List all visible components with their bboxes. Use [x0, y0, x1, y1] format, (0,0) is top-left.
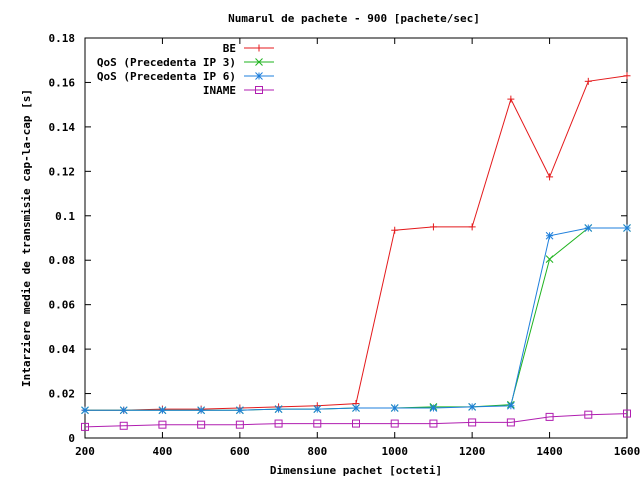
series-line: [85, 227, 627, 411]
legend-marker: [255, 86, 263, 94]
data-point: [584, 410, 593, 419]
data-point: [274, 419, 283, 428]
data-point: [468, 223, 476, 231]
data-point: [235, 420, 244, 429]
data-point: [468, 403, 476, 411]
series-3: [81, 224, 631, 415]
series-line: [85, 75, 628, 411]
y-tick-label: 0.14: [49, 121, 76, 134]
legend-label: QoS (Precedenta IP 6): [97, 70, 236, 83]
x-tick-label: 1600: [614, 445, 640, 458]
data-point: [313, 419, 322, 428]
series-layer: [81, 72, 631, 431]
data-point: [429, 404, 438, 412]
x-tick-label: 600: [230, 445, 250, 458]
data-point: [584, 77, 592, 85]
y-tick-label: 0.02: [49, 388, 76, 401]
data-point: [81, 422, 89, 431]
data-point: [81, 406, 89, 415]
data-point: [197, 406, 205, 415]
data-point: [468, 418, 477, 427]
y-tick-label: 0.08: [49, 254, 76, 267]
y-tick-label: 0.18: [49, 32, 76, 45]
data-point: [119, 421, 128, 430]
series-4: [81, 409, 631, 431]
chart-title: Numarul de pachete - 900 [pachete/sec]: [228, 12, 480, 25]
data-point: [313, 405, 322, 413]
data-point: [158, 406, 167, 415]
y-tick-label: 0.16: [49, 76, 76, 89]
data-point: [197, 420, 206, 429]
data-point: [507, 401, 515, 410]
data-point: [119, 406, 128, 415]
legend-label: QoS (Precedenta IP 3): [97, 56, 236, 69]
data-point: [545, 231, 554, 240]
legend-label: INAME: [203, 84, 236, 97]
y-tick-label: 0.1: [55, 210, 75, 223]
legend-marker: [255, 72, 263, 80]
x-tick-label: 1200: [459, 445, 486, 458]
x-tick-label: 1000: [381, 445, 408, 458]
x-tick-label: 800: [307, 445, 327, 458]
legend-label: BE: [223, 42, 236, 55]
data-point: [390, 404, 399, 412]
data-point: [390, 419, 399, 428]
x-axis-label: Dimensiune pachet [octeti]: [270, 464, 442, 477]
data-point: [158, 420, 167, 429]
y-axis: 0 0.02 0.04 0.06 0.08 0.1 0.12 0.14 0.16 0.18: [49, 32, 627, 445]
x-tick-label: 400: [152, 445, 172, 458]
data-point: [545, 255, 554, 263]
data-point: [352, 404, 360, 412]
y-tick-label: 0.04: [49, 343, 76, 356]
data-point: [584, 224, 593, 232]
series-line: [85, 227, 627, 411]
x-axis: 200 400 600 800 1000 1200 1400 1600: [75, 38, 640, 458]
y-tick-label: 0.12: [49, 165, 76, 178]
data-point: [391, 226, 399, 234]
legend-marker: [255, 58, 263, 66]
x-tick-label: 200: [75, 445, 95, 458]
data-point: [274, 405, 283, 413]
data-point: [545, 412, 554, 421]
x-tick-label: 1400: [536, 445, 563, 458]
data-point: [429, 223, 437, 231]
data-point: [352, 419, 360, 428]
y-tick-label: 0: [68, 432, 75, 445]
y-axis-label: Intarziere medie de transmisie cap-la-ca…: [20, 89, 33, 387]
series-line: [84, 413, 628, 428]
data-point: [623, 224, 631, 232]
data-point: [546, 173, 554, 181]
legend-marker: [255, 44, 263, 52]
data-point: [507, 95, 515, 103]
data-point: [623, 409, 631, 418]
data-point: [506, 418, 515, 427]
data-point: [236, 406, 244, 415]
data-point: [623, 72, 631, 80]
y-tick-label: 0.06: [49, 299, 76, 312]
series-2: [81, 224, 631, 415]
data-point: [429, 419, 438, 428]
plot-frame: [84, 37, 628, 439]
